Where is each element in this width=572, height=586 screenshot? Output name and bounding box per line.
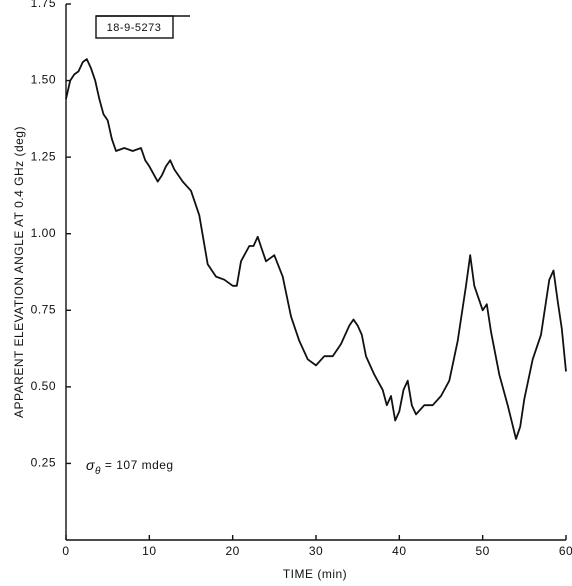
y-tick-label: 1.25 [31, 149, 56, 163]
x-tick-label: 60 [559, 544, 572, 558]
x-tick-label: 50 [475, 544, 489, 558]
data-line [65, 58, 567, 440]
annotation-text: = 107 mdeg [105, 458, 174, 472]
x-tick-label: 0 [62, 544, 69, 558]
x-tick-label: 20 [225, 544, 239, 558]
y-tick-label: 1.75 [31, 0, 56, 10]
y-tick-label: 1.00 [31, 226, 56, 240]
x-tick-label: 10 [142, 544, 156, 558]
annotation-subscript: θ [95, 466, 101, 477]
annotation-symbol: σ [86, 457, 95, 473]
figure-id-box [95, 15, 174, 39]
annotation: σθ = 107 mdeg [86, 457, 174, 477]
x-axis-label: TIME (min) [283, 567, 347, 581]
y-tick-label: 1.50 [31, 73, 56, 87]
y-tick-label: 0.75 [31, 302, 56, 316]
figure-id: 18-9-5273 [107, 22, 162, 34]
x-tick-label: 40 [392, 544, 406, 558]
y-tick-label: 0.25 [31, 456, 56, 470]
y-tick-label: 0.50 [31, 379, 56, 393]
y-axis-label: APPARENT ELEVATION ANGLE AT 0.4 GHz (deg… [12, 126, 26, 418]
x-tick-label: 30 [309, 544, 323, 558]
